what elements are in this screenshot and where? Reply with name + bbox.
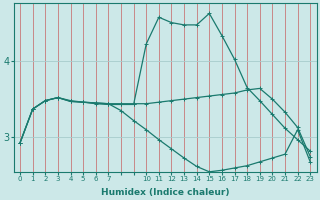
X-axis label: Humidex (Indice chaleur): Humidex (Indice chaleur) (101, 188, 229, 197)
